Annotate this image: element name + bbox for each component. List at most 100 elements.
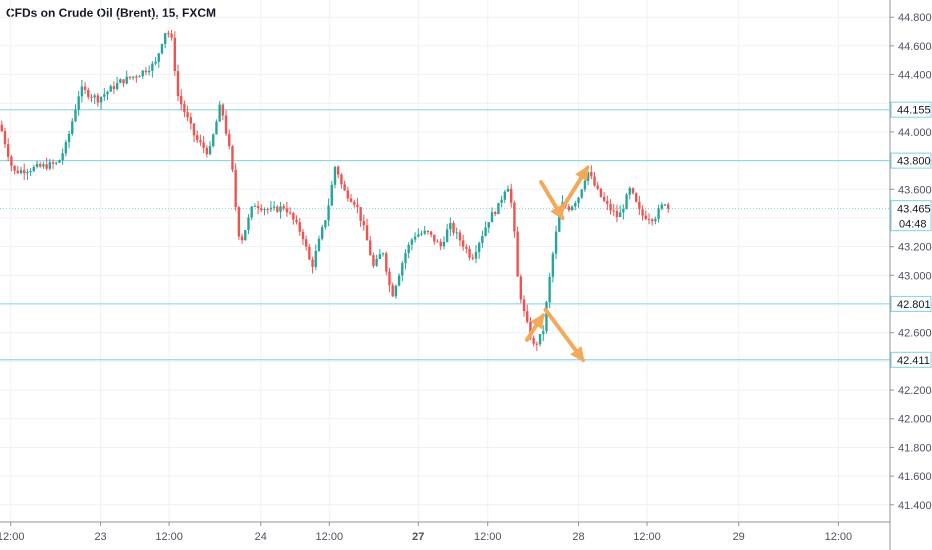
candle-body: [80, 86, 84, 97]
price-level-label-box: [890, 152, 932, 169]
candle-body: [513, 202, 516, 232]
price-tick-label: 43.000: [898, 270, 932, 282]
candle-body: [67, 133, 71, 143]
candle-body: [99, 96, 103, 103]
candle-body: [234, 169, 237, 208]
candle-body: [240, 236, 244, 241]
candle-body: [340, 174, 343, 185]
candle-body: [333, 166, 337, 185]
candle-body: [593, 176, 596, 186]
candle-body: [477, 243, 481, 253]
candle-body: [138, 76, 141, 78]
candle-body: [407, 244, 410, 253]
price-level-label: 44.155: [897, 105, 931, 117]
candle-body: [644, 215, 647, 220]
candle-body: [208, 146, 212, 155]
time-tick-label: 12:00: [633, 531, 661, 543]
candle-body: [231, 146, 234, 170]
candle-body: [330, 184, 333, 206]
candle-body: [324, 220, 327, 228]
candle-body: [452, 223, 455, 233]
candle-body: [224, 115, 228, 134]
candle-body: [163, 33, 167, 45]
time-tick-label: 12:00: [316, 531, 344, 543]
candle-body: [189, 117, 193, 124]
candle-body: [122, 79, 125, 84]
candle-body: [32, 166, 36, 171]
candle-body: [638, 201, 641, 210]
candle-body: [295, 219, 298, 223]
candle-body: [244, 230, 247, 241]
candle-body: [609, 203, 612, 211]
candle-body: [612, 210, 615, 212]
candle-body: [269, 207, 273, 210]
candle-body: [522, 299, 526, 312]
candle-body: [228, 133, 231, 147]
candle-body: [365, 225, 369, 241]
candle-body: [574, 202, 577, 207]
candle-body: [583, 180, 587, 190]
candle-body: [654, 218, 657, 222]
candle-body: [285, 208, 289, 213]
candle-body: [445, 229, 449, 242]
candle-body: [436, 241, 439, 243]
candle-body: [471, 257, 474, 259]
candle-body: [288, 212, 292, 214]
candle-body: [667, 204, 670, 209]
candle-body: [596, 185, 599, 189]
candle-body: [353, 201, 356, 205]
candle-body: [375, 258, 378, 266]
candle-body: [590, 172, 593, 177]
candle-body: [263, 209, 266, 211]
price-level-label-box: [890, 295, 932, 312]
candle-body: [51, 162, 55, 164]
candle-body: [135, 76, 138, 78]
candle-body: [23, 170, 26, 174]
candle-body: [157, 53, 160, 62]
candle-body: [272, 206, 276, 208]
candle-body: [112, 86, 116, 90]
candle-body: [439, 241, 442, 247]
candle-body: [580, 189, 583, 198]
candle-body: [458, 232, 462, 241]
candle-body: [212, 134, 215, 147]
price-tick-label: 41.400: [898, 500, 932, 512]
candle-body: [516, 231, 519, 277]
candle-body: [64, 142, 68, 154]
candle-body: [141, 70, 144, 77]
candle-body: [490, 212, 494, 223]
candle-body: [532, 337, 535, 344]
price-tick-label: 44.400: [898, 70, 932, 82]
price-level-label-box: [890, 101, 932, 118]
candle-body: [3, 131, 7, 145]
candle-body: [196, 135, 199, 141]
candle-body: [26, 172, 29, 174]
candle-body: [301, 231, 305, 240]
candle-body: [481, 235, 484, 244]
candle-body: [577, 197, 580, 203]
candle-body: [343, 184, 346, 191]
time-tick-label: 29: [733, 531, 745, 543]
price-level-label-box: [890, 200, 932, 232]
candle-body: [634, 193, 638, 202]
chart-title: CFDs on Crude Oil (Brent), 15, FXCM: [6, 6, 217, 20]
candle-body: [279, 206, 282, 212]
candle-body: [180, 96, 183, 105]
candle-body: [372, 255, 375, 266]
candle-body: [570, 206, 574, 211]
candle-body: [474, 252, 478, 259]
candle-body: [359, 207, 362, 221]
candle-body: [218, 104, 221, 122]
candle-body: [650, 219, 654, 222]
candle-body: [602, 196, 606, 201]
candle-body: [327, 205, 330, 221]
candle-body: [131, 76, 135, 78]
candle-body: [61, 153, 64, 161]
candle-body: [16, 170, 19, 174]
candle-body: [19, 170, 23, 174]
candle-body: [618, 212, 622, 217]
candle-body: [215, 121, 218, 135]
candle-body: [314, 251, 317, 267]
candle-body: [337, 166, 340, 175]
